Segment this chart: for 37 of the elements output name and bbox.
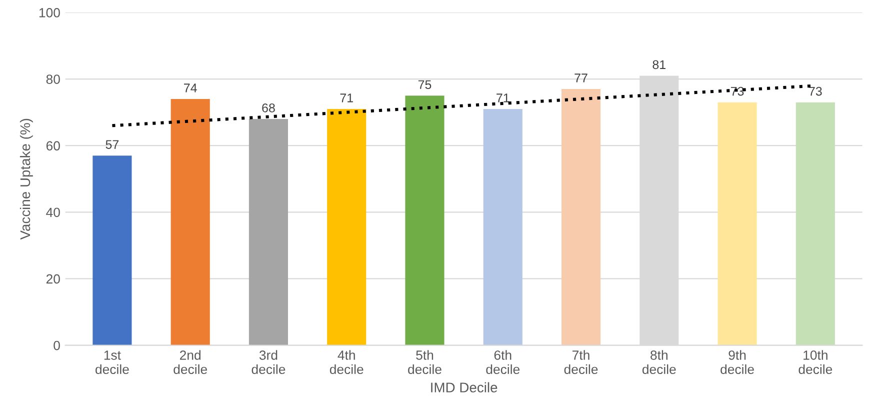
x-tick-label: 6th decile xyxy=(486,350,520,374)
bar xyxy=(561,89,601,346)
data-label: 81 xyxy=(652,60,666,70)
data-label: 75 xyxy=(418,80,432,90)
y-axis-title: Vaccine Uptake (%) xyxy=(20,118,33,240)
data-label: 73 xyxy=(809,86,822,96)
bar xyxy=(248,118,288,346)
x-tick-label: 3rd decile xyxy=(252,350,286,374)
bar xyxy=(405,96,444,346)
data-label: 68 xyxy=(262,103,275,112)
y-tick-label: 60 xyxy=(46,141,60,151)
y-tick-label: 100 xyxy=(39,8,60,18)
x-tick-label: 10th decile xyxy=(798,350,832,374)
data-label: 71 xyxy=(496,94,510,102)
y-tick-label: 40 xyxy=(46,208,60,218)
data-label: 77 xyxy=(574,74,588,82)
y-tick-label: 80 xyxy=(46,74,60,84)
data-label: 73 xyxy=(730,86,744,96)
data-label: 74 xyxy=(184,84,197,92)
x-tick-label: 2nd decile xyxy=(174,350,207,374)
bar xyxy=(483,108,522,346)
y-tick-label: 0 xyxy=(54,340,60,350)
data-label: 57 xyxy=(106,140,119,149)
x-tick-label: 8th decile xyxy=(642,350,676,374)
bar xyxy=(718,102,757,346)
bar xyxy=(170,99,210,346)
x-tick-label: 7th decile xyxy=(564,350,598,374)
x-axis-title: IMD Decile xyxy=(431,382,498,392)
bar xyxy=(327,108,366,346)
x-tick-label: 9th decile xyxy=(720,350,754,374)
x-tick-label: 5th decile xyxy=(408,350,442,374)
data-label: 71 xyxy=(340,94,353,102)
x-tick-label: 4th decile xyxy=(330,350,364,374)
x-tick-label: 1st decile xyxy=(96,350,129,374)
bar xyxy=(796,102,835,346)
y-tick-label: 20 xyxy=(46,274,60,284)
bar xyxy=(92,156,132,346)
